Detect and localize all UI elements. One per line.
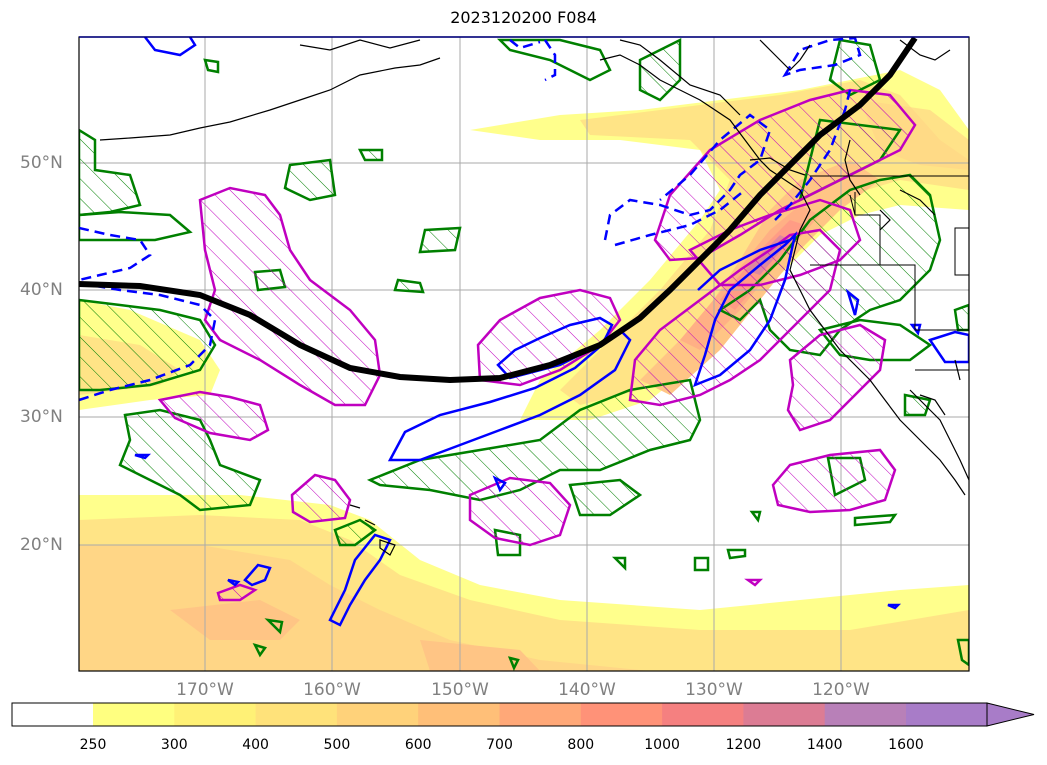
lon-label-170w: 170°W bbox=[176, 680, 234, 700]
colorbar-tick-label: 300 bbox=[160, 737, 188, 753]
jet-axis bbox=[79, 37, 918, 384]
colorbar-bin bbox=[824, 703, 907, 726]
colorbar-bin bbox=[499, 703, 582, 726]
colorbar-tick-label: 1600 bbox=[888, 737, 924, 753]
colorbar-tick-label: 250 bbox=[79, 737, 107, 753]
colorbar-bin bbox=[174, 703, 257, 726]
lat-label-50n: 50°N bbox=[20, 153, 63, 173]
blue-contours bbox=[79, 37, 969, 627]
colorbar-tick-label: 1200 bbox=[725, 737, 762, 753]
colorbar-tick-label: 1400 bbox=[806, 737, 843, 753]
colorbar-tick-label: 600 bbox=[404, 737, 432, 753]
lat-label-20n: 20°N bbox=[20, 535, 63, 555]
green-contours bbox=[79, 37, 969, 671]
colorbar bbox=[11, 702, 1035, 727]
colorbar-bin bbox=[580, 703, 663, 726]
map-title: 2023120200 F084 bbox=[450, 8, 597, 27]
lat-label-40n: 40°N bbox=[20, 280, 63, 300]
colorbar-bin bbox=[418, 703, 500, 726]
lon-label-150w: 150°W bbox=[431, 680, 489, 700]
colorbar-bin bbox=[336, 703, 419, 726]
lon-label-120w: 120°W bbox=[812, 680, 870, 700]
colorbar-extend-triangle bbox=[986, 702, 1035, 727]
lon-label-130w: 130°W bbox=[685, 680, 743, 700]
colorbar-tick-label: 700 bbox=[486, 737, 513, 753]
colorbar-bin bbox=[743, 703, 826, 726]
colorbar-tick-label: 500 bbox=[323, 737, 351, 753]
colorbar-bin bbox=[93, 703, 175, 726]
lat-label-30n: 30°N bbox=[20, 407, 63, 427]
plot-area bbox=[79, 37, 969, 671]
borders bbox=[810, 175, 969, 400]
colorbar-tick-label: 1000 bbox=[644, 737, 680, 753]
colorbar-bin bbox=[255, 703, 338, 726]
lon-label-140w: 140°W bbox=[558, 680, 616, 700]
colorbar-bin bbox=[906, 703, 988, 726]
lon-label-160w: 160°W bbox=[303, 680, 361, 700]
colorbar-bin bbox=[662, 703, 744, 726]
colorbar-tick-label: 800 bbox=[567, 737, 595, 753]
colorbar-tick-label: 400 bbox=[242, 737, 269, 753]
coastlines bbox=[99, 39, 969, 556]
